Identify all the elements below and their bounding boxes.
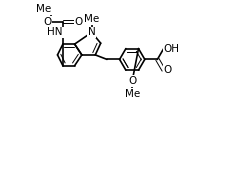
Text: Me: Me [124, 89, 139, 99]
Text: O: O [74, 17, 82, 27]
Text: O: O [128, 76, 136, 86]
Text: OH: OH [163, 44, 179, 54]
Text: Me: Me [36, 4, 51, 14]
Text: HN: HN [47, 27, 63, 37]
Text: O: O [43, 17, 51, 27]
Text: O: O [163, 65, 171, 75]
Text: N: N [88, 27, 95, 37]
Text: Me: Me [84, 14, 99, 24]
